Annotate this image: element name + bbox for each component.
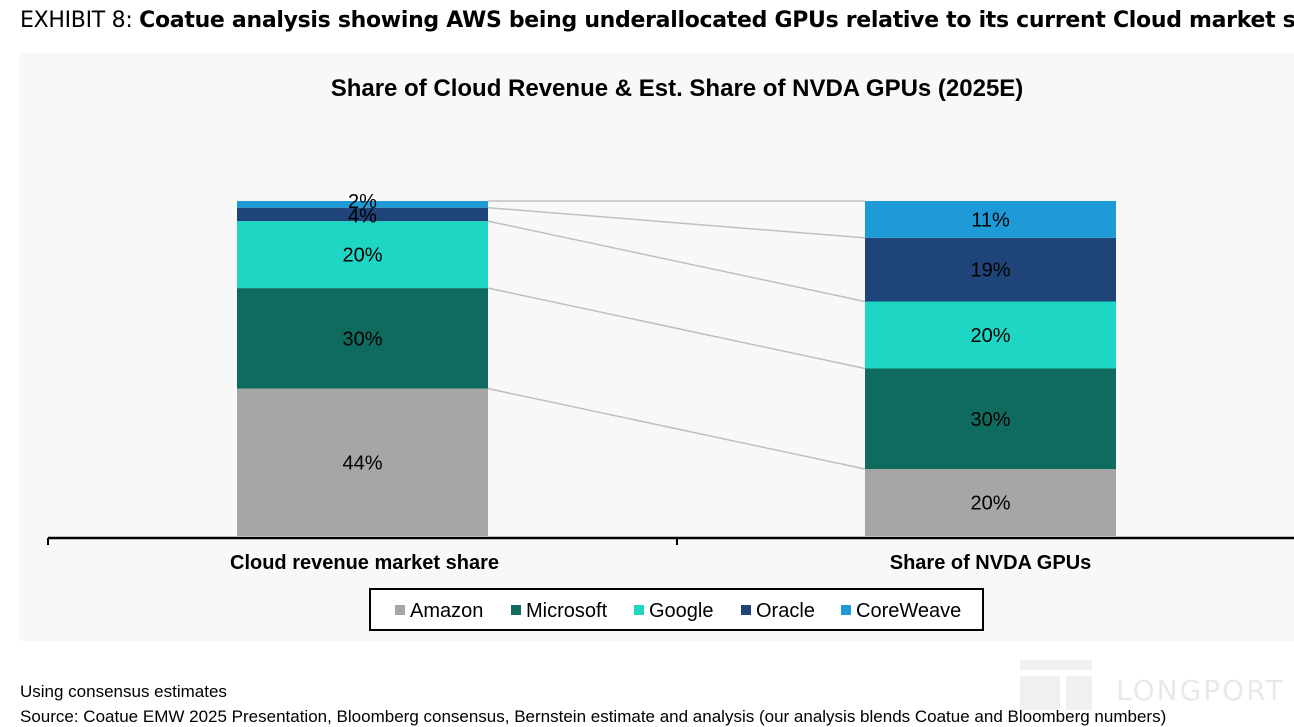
longport-logo-icon — [1020, 660, 1092, 710]
bar-amazon-nvda-gpus — [865, 469, 1116, 536]
bar-microsoft-cloud-revenue — [237, 288, 488, 389]
chart-title: Share of Cloud Revenue & Est. Share of N… — [331, 75, 1024, 102]
legend-label-amazon: Amazon — [410, 600, 483, 622]
bar-google-nvda-gpus — [865, 301, 1116, 369]
bar-oracle-cloud-revenue — [237, 207, 488, 222]
legend-box — [369, 588, 984, 631]
footnote-source: Source: Coatue EMW 2025 Presentation, Bl… — [20, 707, 1167, 726]
watermark: LONGPORT — [1020, 660, 1283, 710]
connector-amazon — [487, 387, 866, 470]
connector-google — [487, 220, 866, 303]
watermark-text: LONGPORT — [1116, 674, 1285, 707]
connector-lines — [487, 200, 866, 470]
label-oracle-nvda-gpus: 19% — [970, 260, 1010, 282]
exhibit-title: Coatue analysis showing AWS being undera… — [139, 8, 1294, 33]
label-google-nvda-gpus: 20% — [970, 325, 1010, 347]
label-oracle-cloud-revenue: 4% — [348, 205, 377, 227]
exhibit-heading: EXHIBIT 8: Coatue analysis showing AWS b… — [20, 8, 1294, 33]
connector-microsoft — [487, 287, 866, 370]
legend-label-google: Google — [649, 600, 714, 622]
bar-google-cloud-revenue — [237, 221, 488, 289]
label-coreweave-nvda-gpus: 11% — [971, 209, 1010, 231]
legend-label-coreweave: CoreWeave — [856, 600, 961, 622]
bar-amazon-cloud-revenue — [237, 388, 488, 536]
label-microsoft-cloud-revenue: 30% — [342, 328, 382, 350]
label-coreweave-cloud-revenue: 2% — [348, 191, 377, 213]
bar-value-labels: 44% 30% 20% 4%2% 20% 30% 20% 19% 11% — [342, 191, 1010, 515]
legend-swatch-oracle — [741, 605, 751, 615]
stacked-bar-chart: Share of Cloud Revenue & Est. Share of N… — [47, 75, 1294, 631]
bar-coreweave-cloud-revenue — [237, 201, 488, 208]
chart-area: Share of Cloud Revenue & Est. Share of N… — [19, 53, 1294, 641]
bar-microsoft-nvda-gpus — [865, 368, 1116, 469]
category-label-cloud-revenue: Cloud revenue market share — [230, 552, 499, 574]
legend-swatch-amazon — [395, 605, 405, 615]
category-label-nvda-gpus: Share of NVDA GPUs — [890, 552, 1092, 574]
label-microsoft-nvda-gpus: 30% — [970, 409, 1010, 431]
x-axis — [47, 536, 1294, 545]
legend: Amazon Microsoft Google Oracle CoreWeave — [369, 588, 984, 631]
bar-coreweave-nvda-gpus — [865, 201, 1116, 238]
legend-label-oracle: Oracle — [756, 600, 815, 622]
connector-oracle — [487, 206, 866, 239]
category-labels: Cloud revenue market share Share of NVDA … — [230, 552, 1091, 574]
bar-oracle-nvda-gpus — [865, 237, 1116, 302]
label-amazon-cloud-revenue: 44% — [342, 452, 382, 474]
label-amazon-nvda-gpus: 20% — [970, 493, 1010, 515]
legend-swatch-microsoft — [511, 605, 521, 615]
legend-swatch-google — [634, 605, 644, 615]
exhibit-label: EXHIBIT 8: — [20, 8, 133, 33]
legend-swatch-coreweave — [841, 605, 851, 615]
bar-segments — [237, 201, 1116, 536]
legend-label-microsoft: Microsoft — [526, 600, 608, 622]
footnote-consensus: Using consensus estimates — [20, 682, 227, 701]
label-google-cloud-revenue: 20% — [342, 245, 382, 267]
